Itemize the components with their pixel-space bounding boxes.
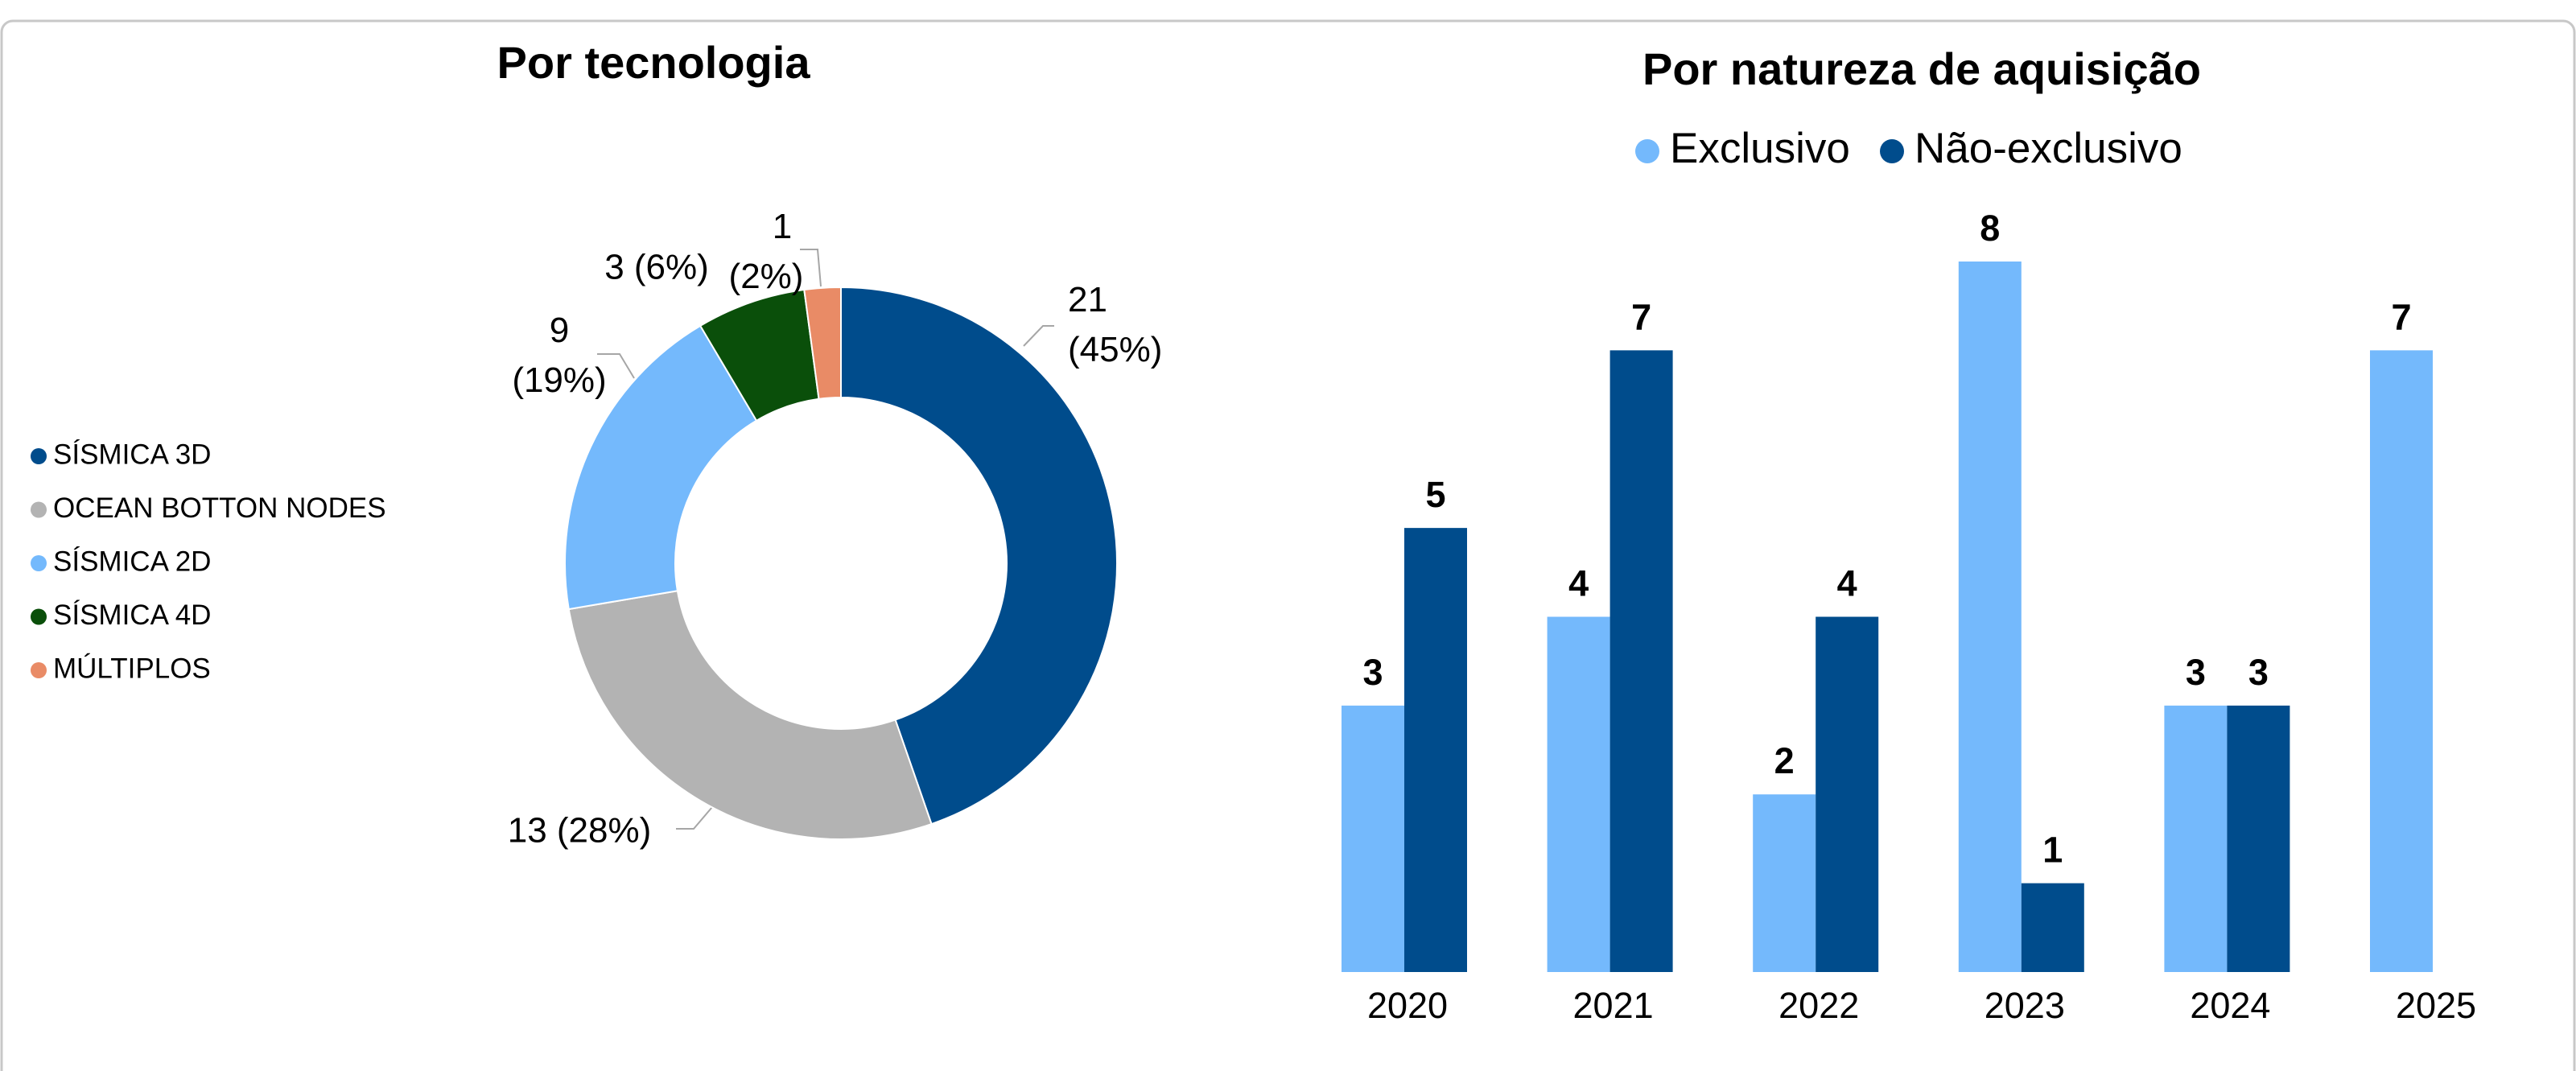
legend-label: MÚLTIPLOS xyxy=(53,653,211,684)
legend-marker xyxy=(31,501,47,518)
data-label: 3 xyxy=(2248,652,2269,693)
data-label: 4 xyxy=(1568,562,1589,603)
legend-marker xyxy=(31,448,47,464)
data-label: 13 (28%) xyxy=(508,811,652,851)
bar xyxy=(1753,794,1816,972)
legend-marker xyxy=(31,662,47,678)
legend-label: Não-exclusivo xyxy=(1914,125,2182,172)
donut-slice xyxy=(567,590,933,840)
legend-marker xyxy=(1880,139,1904,163)
leader-line xyxy=(676,806,713,830)
bar xyxy=(1342,705,1404,972)
data-label: 3 xyxy=(2186,652,2206,693)
donut-slice xyxy=(564,324,758,611)
data-label: 21 (45%) xyxy=(1068,280,1162,369)
bar xyxy=(1404,528,1467,972)
bar xyxy=(1958,262,2022,972)
leader-line xyxy=(1023,325,1054,347)
bar xyxy=(2227,705,2290,972)
data-label: 7 xyxy=(1631,296,1651,337)
legend-label: SÍSMICA 4D xyxy=(53,599,211,631)
bar xyxy=(1609,350,1673,972)
legend-label: SÍSMICA 3D xyxy=(53,439,211,470)
bar xyxy=(1816,616,1879,972)
x-tick-label: 2021 xyxy=(1573,985,1654,1026)
legend-marker xyxy=(31,555,47,571)
data-label: 5 xyxy=(1425,474,1445,515)
chart-title: Por tecnologia xyxy=(497,37,811,88)
x-tick-label: 2020 xyxy=(1367,985,1448,1026)
leader-line xyxy=(800,249,822,287)
x-tick-label: 2022 xyxy=(1778,985,1859,1026)
chart-title: Por natureza de aquisição xyxy=(1642,43,2201,94)
legend-marker xyxy=(31,608,47,625)
data-label: 3 xyxy=(1362,652,1383,693)
data-label: 9 (19%) xyxy=(512,311,606,400)
data-label: 4 xyxy=(1837,562,1857,603)
data-label: 2 xyxy=(1774,740,1795,781)
legend-label: SÍSMICA 2D xyxy=(53,546,211,577)
bar xyxy=(2164,705,2228,972)
data-label: 3 (6%) xyxy=(604,248,709,287)
data-label: 8 xyxy=(1980,208,2000,249)
data-label: 1 (2%) xyxy=(729,207,804,296)
leader-lines xyxy=(597,249,1054,830)
donut-slice xyxy=(803,286,842,400)
x-tick-label: 2023 xyxy=(1985,985,2065,1026)
x-tick-label: 2025 xyxy=(2396,985,2476,1026)
x-tick-label: 2024 xyxy=(2190,985,2270,1026)
legend-label: OCEAN BOTTON NODES xyxy=(53,492,386,524)
data-label: 7 xyxy=(2391,296,2411,337)
legend-marker xyxy=(1635,139,1659,163)
bar xyxy=(1547,616,1610,972)
frame xyxy=(0,19,2576,1071)
legend-label: Exclusivo xyxy=(1670,125,1850,172)
bar xyxy=(2021,883,2084,972)
donut-slice xyxy=(840,286,1118,826)
data-label: 1 xyxy=(2042,830,2063,871)
bar xyxy=(2370,350,2433,972)
leader-line xyxy=(597,353,635,379)
